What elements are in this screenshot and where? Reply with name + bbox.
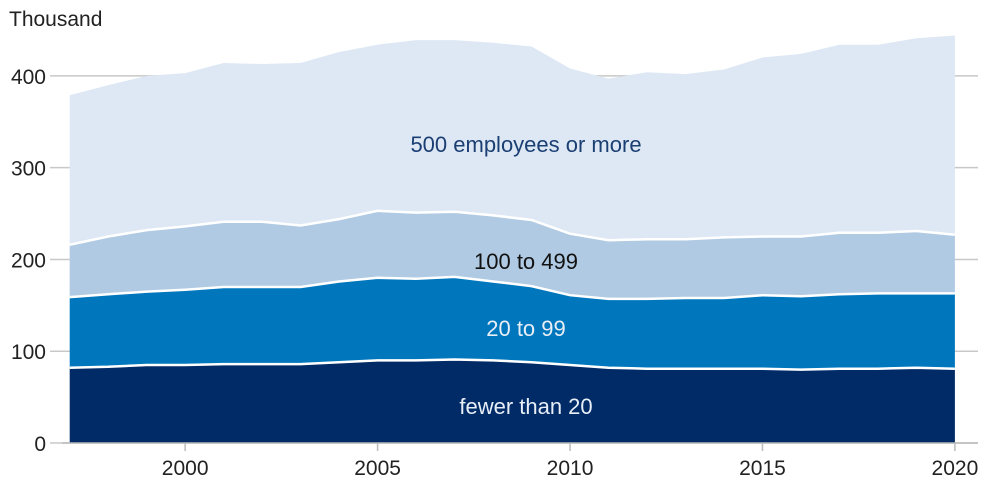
- series-label: 20 to 99: [486, 316, 566, 341]
- series-label: 100 to 499: [474, 249, 578, 274]
- y-tick-label: 400: [11, 66, 46, 89]
- area-100-to-499: [69, 210, 955, 299]
- series-boundary-line: [69, 209, 956, 247]
- area-20-to-99: [69, 276, 955, 370]
- x-tick-label: 2020: [932, 457, 979, 479]
- series-boundary-line: [69, 358, 955, 371]
- series-label: 500 employees or more: [410, 132, 641, 157]
- x-tick-label: 2005: [354, 457, 401, 479]
- y-tick-label: 100: [11, 341, 46, 364]
- y-axis-label: Thousand: [9, 8, 102, 31]
- series-label: fewer than 20: [459, 394, 592, 419]
- x-tick-label: 2015: [739, 457, 786, 479]
- x-tick-label: 2010: [547, 457, 594, 479]
- series-boundary-line: [69, 275, 955, 301]
- x-tick-label: 2000: [162, 457, 209, 479]
- y-tick-label: 200: [11, 249, 46, 272]
- y-tick-label: 300: [11, 158, 46, 181]
- y-tick-label: 0: [34, 433, 46, 456]
- area-fewer-than-20: [69, 359, 955, 443]
- area-500-employees-or-more: [69, 35, 955, 245]
